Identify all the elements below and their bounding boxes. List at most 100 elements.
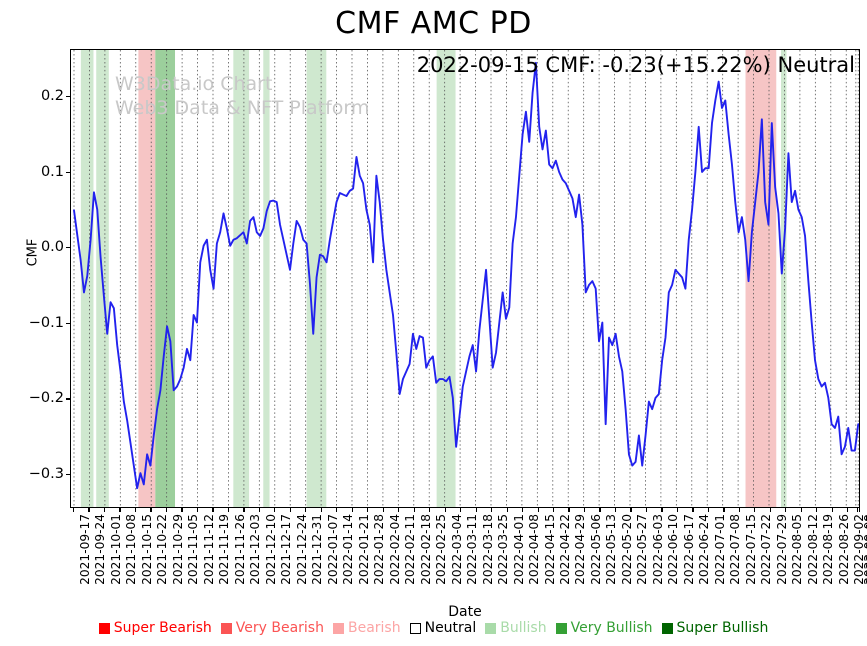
x-tick-mark [444, 508, 446, 512]
x-tick-mark [553, 508, 555, 512]
x-tick-label: 2022-03-18 [480, 514, 495, 585]
x-tick-label: 2022-04-29 [573, 514, 588, 585]
x-tick-mark [831, 508, 833, 512]
y-tick-label: 0.0 [40, 239, 64, 256]
x-tick-label: 2021-12-31 [310, 514, 325, 585]
x-tick-mark [522, 508, 524, 512]
legend-label: Very Bullish [570, 620, 653, 636]
legend-label: Super Bullish [676, 620, 769, 636]
x-tick-mark [150, 508, 152, 512]
x-tick-mark [847, 508, 849, 512]
x-tick-label: 2022-07-15 [743, 514, 758, 585]
x-tick-mark [856, 508, 859, 512]
x-tick-label: 2022-08-26 [836, 514, 851, 585]
x-tick-label: 2022-08-05 [790, 514, 805, 585]
x-tick-label: 2021-09-24 [93, 514, 108, 585]
x-tick-mark [707, 508, 710, 512]
x-tick-mark [785, 508, 787, 512]
x-tick-mark [630, 508, 632, 512]
sentiment-band [233, 50, 250, 507]
x-axis-label: Date [448, 604, 482, 620]
x-tick-mark [289, 508, 291, 512]
x-tick-mark [800, 508, 802, 512]
x-tick-mark [676, 508, 679, 512]
x-tick-mark [382, 508, 384, 512]
y-tick-label: 0.2 [40, 87, 64, 104]
legend-entry[interactable]: Super Bearish [98, 620, 212, 636]
y-tick-mark [66, 473, 70, 476]
x-tick-label: 2022-04-08 [527, 514, 542, 585]
sentiment-band [780, 50, 787, 507]
legend-label: Super Bearish [113, 620, 212, 636]
x-tick-mark [119, 508, 121, 512]
chart-title: CMF AMC PD [335, 6, 532, 41]
x-tick-label: 2022-08-19 [821, 514, 836, 585]
x-tick-mark [769, 508, 771, 512]
x-tick-mark [88, 508, 90, 512]
x-tick-label: 2021-12-24 [294, 514, 309, 585]
x-tick-label: 2022-01-28 [372, 514, 387, 585]
x-tick-mark [723, 508, 725, 512]
x-tick-mark [258, 508, 260, 512]
legend-label: Neutral [424, 620, 477, 636]
x-tick-label: 2022-01-21 [356, 514, 371, 585]
x-tick-label: 2022-07-08 [728, 514, 743, 585]
y-tick-mark [66, 247, 70, 249]
x-tick-label: 2022-07-29 [774, 514, 789, 585]
legend-entry[interactable]: Bullish [485, 620, 547, 636]
x-tick-label: 2022-02-18 [418, 514, 433, 585]
legend-swatch-icon [555, 622, 567, 634]
x-tick-label: 2021-11-12 [201, 514, 216, 585]
x-tick-label: 2021-12-17 [279, 514, 294, 585]
chart-legend: Super Bearish Very Bearish Bearish Neutral B… [0, 620, 867, 636]
x-tick-label: 2022-06-03 [650, 514, 665, 585]
y-tick-label: −0.3 [28, 465, 64, 482]
x-tick-label: 2022-04-01 [511, 514, 526, 585]
x-tick-mark [491, 508, 493, 512]
x-tick-label: 2021-11-26 [232, 514, 247, 585]
plot-area: W3Data.io Chart Web3 Data & NFT Platform… [70, 49, 860, 508]
x-tick-label: 2021-12-10 [263, 514, 278, 585]
legend-entry[interactable]: Very Bullish [555, 620, 653, 636]
legend-swatch-icon [220, 622, 232, 634]
x-tick-mark [475, 508, 477, 512]
x-tick-label: 2022-05-06 [588, 514, 603, 585]
x-tick-mark [336, 508, 338, 512]
x-tick-label: 2021-11-05 [186, 514, 201, 585]
x-tick-label: 2021-10-29 [170, 514, 185, 585]
y-tick-mark [66, 171, 70, 173]
legend-entry[interactable]: Super Bullish [661, 620, 769, 636]
x-tick-mark [429, 508, 431, 512]
x-tick-label: 2021-10-08 [124, 514, 139, 585]
x-tick-label: 2022-02-11 [403, 514, 418, 585]
x-tick-mark [661, 508, 663, 512]
current-value-annotation: 2022-09-15 CMF: -0.23(+15.22%) Neutral [416, 53, 855, 77]
y-tick-label: −0.2 [28, 390, 64, 407]
x-tick-mark [181, 508, 183, 512]
x-tick-mark [645, 508, 648, 512]
y-tick-mark [66, 398, 70, 400]
x-tick-mark [506, 508, 508, 512]
legend-entry[interactable]: Very Bearish [220, 620, 324, 636]
y-axis-label: CMF [25, 238, 41, 267]
x-tick-mark [212, 508, 214, 512]
x-tick-mark [103, 508, 106, 512]
x-tick-label: 2022-05-13 [604, 514, 619, 585]
x-tick-mark [134, 508, 137, 512]
legend-entry[interactable]: Bearish [332, 620, 401, 636]
x-tick-mark [165, 508, 168, 512]
legend-entry[interactable]: Neutral [409, 620, 477, 636]
x-tick-label: 2022-06-24 [697, 514, 712, 585]
x-tick-mark [859, 508, 861, 512]
x-tick-label: 2022-07-01 [712, 514, 727, 585]
sentiment-band [436, 50, 456, 507]
x-tick-mark [413, 508, 415, 512]
x-tick-mark [73, 508, 75, 512]
cmf-series-line [73, 61, 859, 490]
x-tick-mark [196, 508, 199, 512]
x-tick-mark [537, 508, 539, 512]
x-tick-label: 2022-01-14 [341, 514, 356, 585]
y-tick-mark [66, 322, 70, 324]
x-tick-mark [274, 508, 276, 512]
